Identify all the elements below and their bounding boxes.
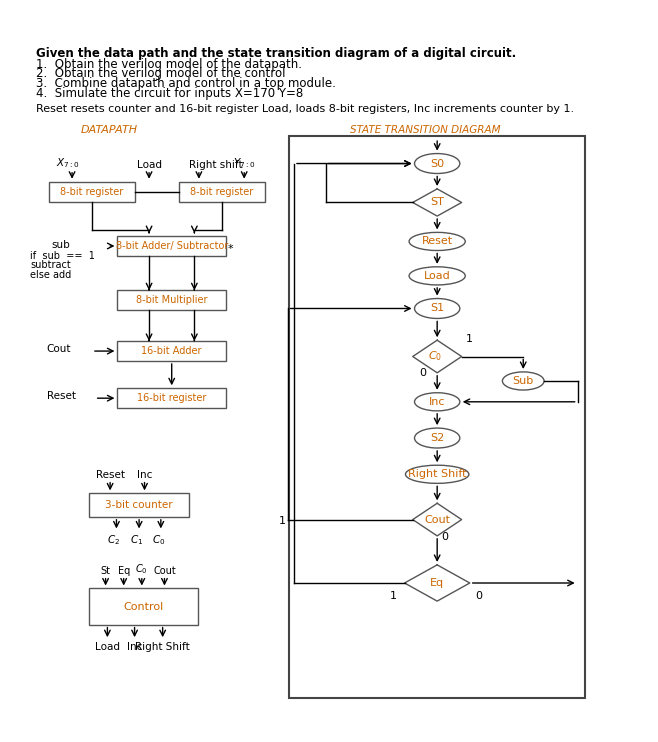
Text: 1: 1 xyxy=(466,334,473,344)
FancyBboxPatch shape xyxy=(179,182,265,202)
Text: 16-bit register: 16-bit register xyxy=(137,393,207,403)
Text: $C_0$: $C_0$ xyxy=(153,533,166,547)
Text: Load: Load xyxy=(424,271,451,281)
Text: Reset: Reset xyxy=(422,237,453,246)
Text: Right Shift: Right Shift xyxy=(136,642,190,652)
Text: 3.  Combine datapath and control in a top module.: 3. Combine datapath and control in a top… xyxy=(36,77,336,91)
Text: Inc: Inc xyxy=(127,642,142,652)
Text: STATE TRANSITION DIAGRAM: STATE TRANSITION DIAGRAM xyxy=(350,125,501,136)
Text: 1: 1 xyxy=(278,516,286,526)
FancyBboxPatch shape xyxy=(290,137,585,698)
Ellipse shape xyxy=(415,393,460,411)
Text: $C_0$: $C_0$ xyxy=(428,349,442,364)
Text: Inc: Inc xyxy=(137,470,152,480)
Polygon shape xyxy=(405,565,470,601)
Text: 3-bit counter: 3-bit counter xyxy=(105,500,173,510)
Text: Right Shift: Right Shift xyxy=(408,469,467,479)
Text: *: * xyxy=(228,244,234,255)
Text: else add: else add xyxy=(30,270,72,280)
Text: $Y_{7:0}$: $Y_{7:0}$ xyxy=(233,156,255,170)
FancyBboxPatch shape xyxy=(117,341,226,361)
Text: 8-bit register: 8-bit register xyxy=(190,187,253,197)
Text: Cout: Cout xyxy=(424,515,450,525)
Text: Load: Load xyxy=(95,642,120,652)
Text: 8-bit Multiplier: 8-bit Multiplier xyxy=(136,295,207,305)
Text: 2.  Obtain the verilog model of the control: 2. Obtain the verilog model of the contr… xyxy=(36,68,286,80)
Text: 4.  Simulate the circuit for inputs X=170 Y=8: 4. Simulate the circuit for inputs X=170… xyxy=(36,88,303,100)
Text: subtract: subtract xyxy=(30,260,71,271)
Text: Inc: Inc xyxy=(429,397,445,407)
Ellipse shape xyxy=(415,298,460,318)
Text: ST: ST xyxy=(430,197,444,208)
Ellipse shape xyxy=(409,232,465,251)
Ellipse shape xyxy=(415,154,460,174)
Text: Given the data path and the state transition diagram of a digital circuit.: Given the data path and the state transi… xyxy=(36,47,516,59)
Text: DATAPATH: DATAPATH xyxy=(81,125,138,136)
FancyBboxPatch shape xyxy=(89,493,189,517)
Polygon shape xyxy=(413,340,462,372)
Text: $X_{7:0}$: $X_{7:0}$ xyxy=(56,156,80,170)
Text: 0: 0 xyxy=(475,591,482,601)
Text: Reset: Reset xyxy=(95,470,124,480)
Text: 0: 0 xyxy=(441,531,448,542)
Text: Cout: Cout xyxy=(153,565,176,576)
FancyBboxPatch shape xyxy=(117,290,226,310)
FancyBboxPatch shape xyxy=(89,588,198,625)
Text: S0: S0 xyxy=(430,159,444,168)
FancyBboxPatch shape xyxy=(49,182,135,202)
Text: sub: sub xyxy=(51,240,70,249)
Text: S1: S1 xyxy=(430,303,444,313)
Ellipse shape xyxy=(405,465,469,483)
Text: 16-bit Adder: 16-bit Adder xyxy=(141,346,202,356)
Text: Right shift: Right shift xyxy=(189,160,243,170)
Text: Sub: Sub xyxy=(513,376,534,386)
Text: Control: Control xyxy=(124,602,164,611)
Text: 0: 0 xyxy=(419,369,426,378)
Text: 1: 1 xyxy=(390,591,397,601)
Text: Reset resets counter and 16-bit register Load, loads 8-bit registers, Inc increm: Reset resets counter and 16-bit register… xyxy=(36,104,574,114)
Polygon shape xyxy=(413,189,462,216)
Ellipse shape xyxy=(503,372,544,390)
Text: S2: S2 xyxy=(430,433,444,443)
Text: 1.  Obtain the verilog model of the datapath.: 1. Obtain the verilog model of the datap… xyxy=(36,58,302,70)
Polygon shape xyxy=(413,503,462,536)
FancyBboxPatch shape xyxy=(117,388,226,408)
Text: $C_1$: $C_1$ xyxy=(130,533,143,547)
Text: Load: Load xyxy=(137,160,162,170)
FancyBboxPatch shape xyxy=(117,236,226,256)
Text: St: St xyxy=(101,565,111,576)
Text: $C_2$: $C_2$ xyxy=(107,533,120,547)
Text: Eq: Eq xyxy=(430,578,444,588)
Text: Reset: Reset xyxy=(47,391,76,401)
Text: 8-bit register: 8-bit register xyxy=(60,187,123,197)
Text: Eq: Eq xyxy=(118,565,130,576)
Text: Cout: Cout xyxy=(47,344,71,354)
Ellipse shape xyxy=(415,428,460,448)
Text: 8-bit Adder/ Subtractor: 8-bit Adder/ Subtractor xyxy=(116,241,228,251)
Text: $C_0$: $C_0$ xyxy=(136,562,148,576)
Text: if  sub  ==  1: if sub == 1 xyxy=(30,251,95,260)
Ellipse shape xyxy=(409,267,465,285)
